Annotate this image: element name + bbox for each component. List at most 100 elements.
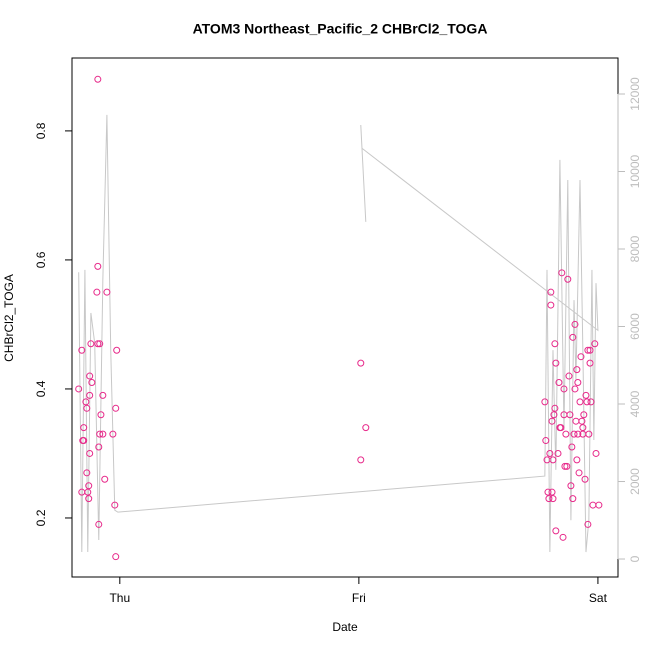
data-point: [541, 398, 549, 406]
data-point: [547, 288, 555, 296]
data-point: [542, 437, 550, 445]
y2-tick-label: 8000: [628, 235, 642, 262]
data-point: [559, 533, 567, 541]
data-point: [587, 398, 595, 406]
data-point: [571, 385, 579, 393]
data-point: [85, 495, 93, 503]
data-point: [94, 340, 102, 348]
x-tick-label: Thu: [109, 591, 130, 605]
data-point: [357, 456, 365, 464]
data-point: [546, 449, 554, 457]
data-point: [584, 520, 592, 528]
data-point: [75, 385, 83, 393]
data-point: [545, 495, 553, 503]
y2-tick-label: 6000: [628, 313, 642, 340]
data-point: [555, 378, 563, 386]
y-tick-label: 0.8: [34, 122, 48, 139]
data-point: [561, 462, 569, 470]
data-point: [544, 488, 552, 496]
data-point: [558, 269, 566, 277]
data-point: [547, 301, 555, 309]
data-point: [550, 411, 558, 419]
data-point: [551, 404, 559, 412]
data-point: [82, 398, 90, 406]
data-point: [592, 449, 600, 457]
data-line: [78, 114, 599, 553]
data-point: [565, 372, 573, 380]
x-axis-label: Date: [332, 620, 358, 634]
data-point: [566, 411, 574, 419]
data-point: [580, 411, 588, 419]
data-point: [548, 488, 556, 496]
data-point: [586, 346, 594, 354]
data-point: [549, 495, 557, 503]
y-tick-label: 0.6: [34, 251, 48, 268]
data-point: [112, 553, 120, 561]
data-point: [93, 288, 101, 296]
y2-tick-label: 10000: [628, 154, 642, 188]
data-point: [577, 353, 585, 361]
data-point: [568, 443, 576, 451]
data-point: [575, 469, 583, 477]
data-point: [101, 475, 109, 483]
data-point: [560, 385, 568, 393]
data-point: [86, 449, 94, 457]
data-point: [94, 262, 102, 270]
data-point: [99, 430, 107, 438]
data-point: [95, 443, 103, 451]
data-point: [362, 424, 370, 432]
chart-title: ATOM3 Northeast_Pacific_2 CHBrCl2_TOGA: [193, 21, 488, 37]
data-point: [78, 346, 86, 354]
data-point: [591, 340, 599, 348]
data-point: [112, 404, 120, 412]
data-point: [103, 288, 111, 296]
data-point: [574, 430, 582, 438]
data-point: [586, 359, 594, 367]
y2-tick-label: 12000: [628, 77, 642, 111]
data-point: [96, 430, 104, 438]
data-point: [578, 417, 586, 425]
data-point: [569, 495, 577, 503]
data-point: [554, 449, 562, 457]
data-point: [111, 501, 119, 509]
data-point: [562, 430, 570, 438]
data-point: [97, 411, 105, 419]
y-axis-label: CHBrCl2_TOGA: [2, 274, 16, 362]
x-tick-label: Sat: [589, 591, 608, 605]
data-point: [85, 482, 93, 490]
data-point: [551, 340, 559, 348]
data-point: [582, 391, 590, 399]
data-point: [564, 275, 572, 283]
data-point: [357, 359, 365, 367]
data-point: [552, 359, 560, 367]
data-point: [571, 320, 579, 328]
data-point: [88, 378, 96, 386]
data-point: [573, 366, 581, 374]
data-point: [86, 391, 94, 399]
x-tick-label: Fri: [352, 591, 366, 605]
data-point: [96, 340, 104, 348]
data-point: [569, 333, 577, 341]
data-point: [576, 398, 584, 406]
data-point: [581, 475, 589, 483]
data-point: [83, 404, 91, 412]
data-point: [80, 437, 88, 445]
data-point: [548, 417, 556, 425]
data-point: [557, 424, 565, 432]
data-point: [99, 391, 107, 399]
y2-tick-label: 0: [628, 555, 642, 562]
data-point: [549, 456, 557, 464]
y2-tick-label: 4000: [628, 390, 642, 417]
data-point: [570, 430, 578, 438]
data-point: [563, 462, 571, 470]
y2-axis: 0 2000 4000 6000 8000 10000 12000: [617, 77, 642, 562]
data-point: [109, 430, 117, 438]
data-point: [84, 488, 92, 496]
data-point: [80, 424, 88, 432]
data-point: [574, 378, 582, 386]
data-point: [552, 527, 560, 535]
y2-tick-label: 2000: [628, 468, 642, 495]
data-point: [86, 372, 94, 380]
